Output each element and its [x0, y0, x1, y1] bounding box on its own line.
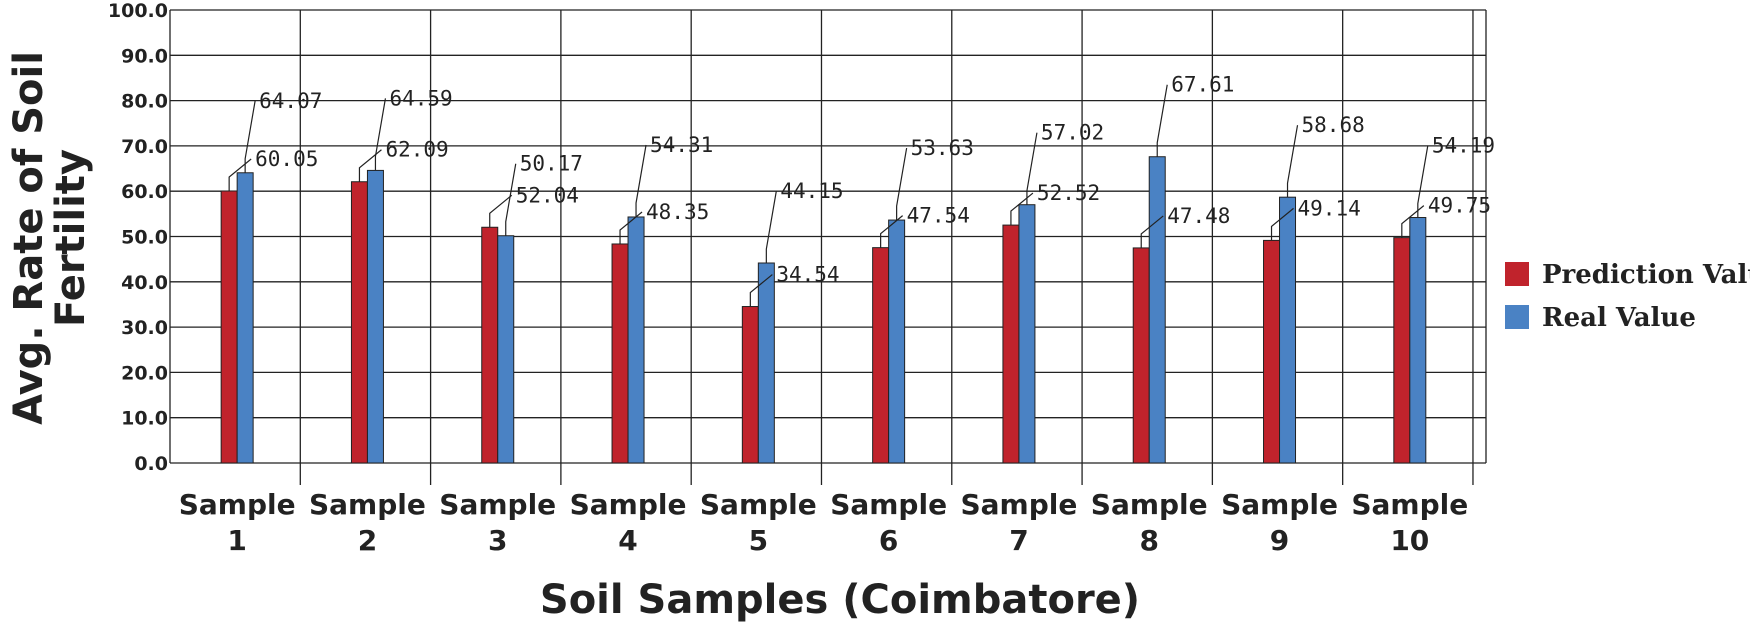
x-tick-label: Sample 6: [830, 488, 947, 557]
data-label: 57.02: [1041, 121, 1104, 145]
legend: Prediction Value Real Value: [1505, 260, 1750, 333]
x-tick-label: Sample 9: [1221, 488, 1338, 557]
prediction-bar: [872, 247, 890, 464]
data-label: 44.15: [780, 179, 843, 203]
data-label: 47.54: [907, 204, 970, 228]
x-tick-label: Sample 3: [439, 488, 556, 557]
y-tick-label: 90.0: [121, 45, 168, 67]
real-bar: [1409, 217, 1427, 464]
y-tick-label: 60.0: [121, 181, 168, 203]
real-bar: [627, 216, 645, 464]
y-tick-label: 10.0: [121, 408, 168, 430]
label-leader: [765, 190, 777, 263]
label-leader: [374, 98, 387, 171]
real-bar: [1018, 204, 1036, 464]
y-tick-label: 70.0: [121, 136, 168, 158]
legend-swatch: [1505, 262, 1529, 286]
data-label: 52.04: [516, 183, 579, 207]
real-bar: [1279, 196, 1297, 464]
label-leader: [244, 100, 256, 173]
prediction-bar: [220, 190, 238, 464]
data-label: 49.75: [1428, 194, 1491, 218]
data-label: 64.59: [389, 86, 452, 110]
label-leader: [1140, 215, 1164, 248]
y-axis-title: Avg. Rate of SoilFertility: [6, 51, 94, 425]
x-tick-label: Sample 2: [309, 488, 426, 557]
real-bar: [888, 219, 906, 464]
label-leader: [896, 147, 908, 221]
x-tick-label: Sample 8: [1091, 488, 1208, 557]
prediction-bar: [1132, 247, 1150, 464]
real-bar: [757, 262, 775, 464]
label-leader: [1026, 132, 1038, 205]
prediction-bar: [350, 181, 368, 464]
data-label: 53.63: [911, 136, 974, 160]
data-label: 64.07: [259, 89, 322, 113]
prediction-bar: [611, 243, 629, 464]
real-bar: [366, 169, 384, 464]
x-tick-label: Sample 10: [1351, 488, 1468, 557]
label-leader: [1270, 207, 1294, 241]
x-tick-label: Sample 4: [570, 488, 687, 557]
label-leader: [489, 194, 513, 228]
data-label: 58.68: [1302, 113, 1365, 137]
label-leader: [1401, 205, 1425, 238]
data-label: 54.19: [1432, 134, 1495, 158]
y-tick-label: 30.0: [121, 317, 168, 339]
x-tick-label: Sample 1: [179, 488, 296, 557]
data-label: 49.14: [1298, 196, 1361, 220]
real-bar: [1148, 156, 1166, 464]
data-label: 48.35: [646, 200, 709, 224]
y-tick-label: 80.0: [121, 91, 168, 113]
legend-label: Prediction Value: [1542, 260, 1750, 290]
y-tick-label: 20.0: [121, 362, 168, 384]
legend-swatch: [1505, 305, 1529, 329]
x-tick-label: Sample 7: [960, 488, 1077, 557]
label-leader: [1156, 84, 1168, 157]
x-axis-title: Soil Samples (Coimbatore): [540, 577, 1140, 623]
x-tick-label: Sample 5: [700, 488, 817, 557]
data-label: 67.61: [1171, 73, 1234, 97]
y-tick-labels: 0.0 10.0 20.0 30.0 40.0 50.0 60.0 70.0 80.0 90.0 1…: [108, 0, 168, 475]
real-bar: [236, 172, 254, 464]
label-leader: [880, 215, 904, 248]
data-label: 60.05: [255, 147, 318, 171]
data-labels: 60.05 64.07 62.09 64.59 52.04 50.17 48.35 54.31…: [228, 73, 1495, 307]
grid-lines: [169, 9, 1487, 485]
data-label: 62.09: [385, 138, 448, 162]
label-leader: [1010, 192, 1034, 226]
label-leader: [228, 158, 252, 191]
prediction-bar: [1263, 239, 1281, 464]
data-label: 47.48: [1167, 204, 1230, 228]
y-tick-label: 0.0: [134, 453, 168, 475]
label-leader: [635, 144, 647, 217]
data-label: 54.31: [650, 133, 713, 157]
y-tick-label: 50.0: [121, 227, 168, 249]
label-leader: [619, 211, 643, 244]
real-bar: [497, 235, 515, 464]
label-leader: [1286, 125, 1299, 198]
label-leader: [1417, 145, 1429, 218]
prediction-bar: [1002, 224, 1020, 464]
data-label: 34.54: [776, 263, 839, 287]
y-tick-label: 100.0: [108, 0, 168, 22]
data-label: 50.17: [520, 152, 583, 176]
prediction-bar: [481, 226, 499, 464]
legend-label: Real Value: [1542, 303, 1696, 333]
label-leader: [358, 149, 382, 182]
prediction-bar: [741, 306, 759, 464]
data-label: 52.52: [1037, 181, 1100, 205]
label-leader: [505, 163, 517, 236]
label-leader: [749, 274, 773, 307]
y-tick-label: 40.0: [121, 272, 168, 294]
prediction-bar: [1393, 237, 1411, 464]
